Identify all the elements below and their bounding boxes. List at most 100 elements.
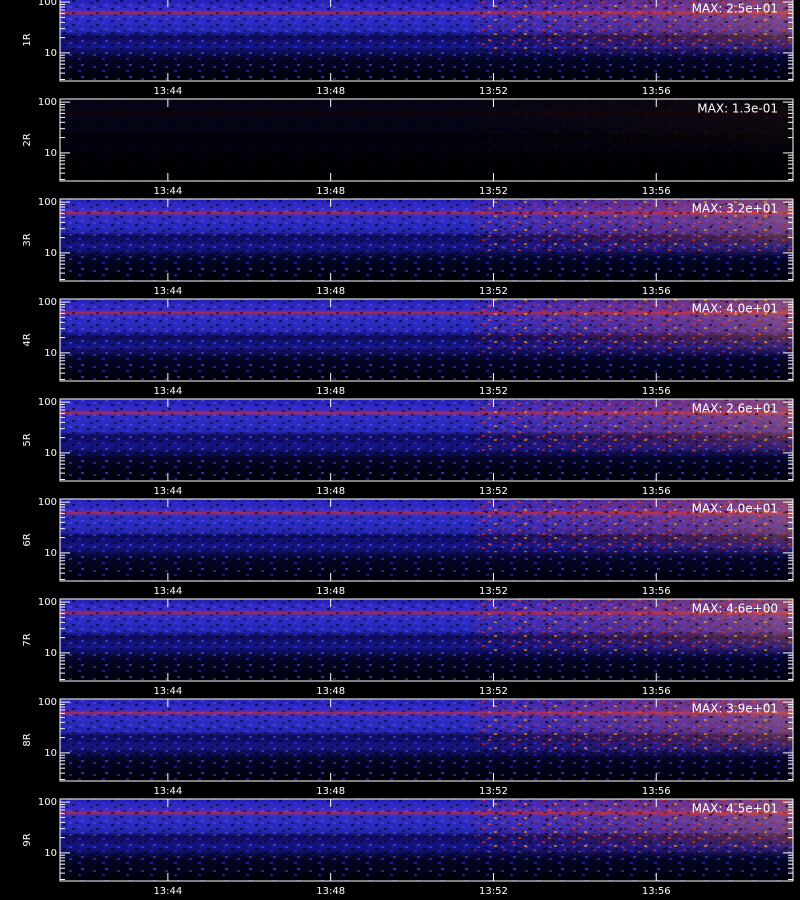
heatmap-image — [60, 199, 793, 281]
max-annotation: MAX: 3.9e+01 — [692, 702, 778, 716]
y-axis-label: 4R — [22, 333, 33, 346]
x-tick-label: 13:44 — [153, 686, 182, 697]
x-tick-label: 13:56 — [642, 186, 671, 197]
x-tick-label: 13:52 — [479, 886, 508, 897]
heatmap-image — [60, 299, 793, 381]
x-tick-label: 13:56 — [642, 86, 671, 97]
x-tick-label: 13:52 — [479, 286, 508, 297]
x-tick-label: 13:48 — [316, 786, 345, 797]
x-tick-label: 13:56 — [642, 686, 671, 697]
x-tick-label: 13:44 — [153, 186, 182, 197]
x-tick-label: 13:44 — [153, 86, 182, 97]
panel: 10 100 13:44 13:48 13:52 13:56 6R MAX: 4.0e+01 — [22, 497, 794, 597]
plot-frame — [59, 798, 794, 882]
x-tick-label: 13:48 — [316, 586, 345, 597]
x-tick-label: 13:48 — [316, 886, 345, 897]
max-annotation: MAX: 2.6e+01 — [692, 402, 778, 416]
y-axis-label: 3R — [22, 233, 33, 246]
y-tick-label: 10 — [44, 748, 57, 759]
x-tick-label: 13:52 — [479, 186, 508, 197]
y-tick-label: 100 — [38, 797, 57, 808]
heatmap-specks — [474, 199, 793, 253]
max-annotation: MAX: 4.6e+00 — [692, 602, 778, 616]
y-tick-label: 100 — [38, 597, 57, 608]
plot-frame — [59, 598, 794, 682]
plot-frame — [59, 0, 794, 82]
x-tick-label: 13:56 — [642, 786, 671, 797]
x-tick-label: 13:44 — [153, 786, 182, 797]
x-tick-label: 13:48 — [316, 386, 345, 397]
heatmap-specks — [474, 299, 793, 353]
x-tick-label: 13:44 — [153, 386, 182, 397]
heatmap-image — [60, 599, 793, 681]
panel: 10 100 13:44 13:48 13:52 13:56 2R MAX: 1.3e-01 — [22, 97, 794, 197]
heatmap-image — [60, 99, 793, 181]
heatmap-image — [60, 699, 793, 781]
panel: 10 100 13:44 13:48 13:52 13:56 9R MAX: 4.5e+01 — [22, 797, 794, 897]
heatmap-specks — [474, 99, 793, 153]
y-tick-label: 10 — [44, 648, 57, 659]
y-axis-label: 6R — [22, 533, 33, 546]
y-axis-label: 8R — [22, 733, 33, 746]
y-axis-label: 1R — [22, 33, 33, 46]
y-tick-label: 10 — [44, 448, 57, 459]
x-tick-label: 13:44 — [153, 586, 182, 597]
heatmap-specks — [474, 699, 793, 753]
x-tick-label: 13:56 — [642, 286, 671, 297]
x-tick-label: 13:52 — [479, 686, 508, 697]
y-tick-label: 100 — [38, 297, 57, 308]
heatmap-specks — [474, 399, 793, 453]
x-tick-label: 13:44 — [153, 486, 182, 497]
x-tick-label: 13:52 — [479, 586, 508, 597]
max-annotation: MAX: 1.3e-01 — [697, 102, 778, 116]
max-annotation: MAX: 4.0e+01 — [692, 502, 778, 516]
y-axis-label: 5R — [22, 433, 33, 446]
max-annotation: MAX: 3.2e+01 — [692, 202, 778, 216]
plot-frame — [59, 198, 794, 282]
heatmap-specks — [474, 599, 793, 653]
plot-frame — [59, 698, 794, 782]
y-axis-label: 7R — [22, 633, 33, 646]
y-tick-label: 100 — [38, 697, 57, 708]
panel: 10 100 13:44 13:48 13:52 13:56 3R MAX: 3.2e+01 — [22, 197, 794, 297]
y-tick-label: 100 — [38, 0, 57, 8]
y-tick-label: 10 — [44, 48, 57, 59]
x-tick-label: 13:48 — [316, 286, 345, 297]
panel: 10 100 13:44 13:48 13:52 13:56 5R MAX: 2.6e+01 — [22, 397, 794, 497]
panel: 10 100 13:44 13:48 13:52 13:56 8R MAX: 3.9e+01 — [22, 697, 794, 797]
heatmap-image — [60, 399, 793, 481]
panel: 10 100 13:44 13:48 13:52 13:56 4R MAX: 4.0e+01 — [22, 297, 794, 397]
y-tick-label: 100 — [38, 197, 57, 208]
x-tick-label: 13:56 — [642, 886, 671, 897]
x-tick-label: 13:48 — [316, 186, 345, 197]
heatmap-image — [60, 499, 793, 581]
x-tick-label: 13:48 — [316, 686, 345, 697]
heatmap-specks — [474, 0, 793, 53]
y-tick-label: 10 — [44, 148, 57, 159]
max-annotation: MAX: 4.0e+01 — [692, 302, 778, 316]
heatmap-specks — [474, 799, 793, 853]
y-tick-label: 100 — [38, 97, 57, 108]
x-tick-label: 13:52 — [479, 786, 508, 797]
y-tick-label: 10 — [44, 248, 57, 259]
y-tick-label: 10 — [44, 548, 57, 559]
x-tick-label: 13:52 — [479, 486, 508, 497]
y-tick-label: 10 — [44, 348, 57, 359]
plot-frame — [59, 498, 794, 582]
y-axis-label: 2R — [22, 133, 33, 146]
x-tick-label: 13:52 — [479, 86, 508, 97]
max-annotation: MAX: 2.5e+01 — [692, 2, 778, 16]
x-tick-label: 13:48 — [316, 486, 345, 497]
plot-frame — [59, 398, 794, 482]
max-annotation: MAX: 4.5e+01 — [692, 802, 778, 816]
y-tick-label: 100 — [38, 497, 57, 508]
heatmap-image — [60, 799, 793, 881]
x-tick-label: 13:52 — [479, 386, 508, 397]
x-tick-label: 13:44 — [153, 286, 182, 297]
x-tick-label: 13:56 — [642, 386, 671, 397]
x-tick-label: 13:44 — [153, 886, 182, 897]
panel: 10 100 13:44 13:48 13:52 13:56 1R MAX: 2.5e+01 — [22, 0, 794, 97]
x-tick-label: 13:56 — [642, 486, 671, 497]
